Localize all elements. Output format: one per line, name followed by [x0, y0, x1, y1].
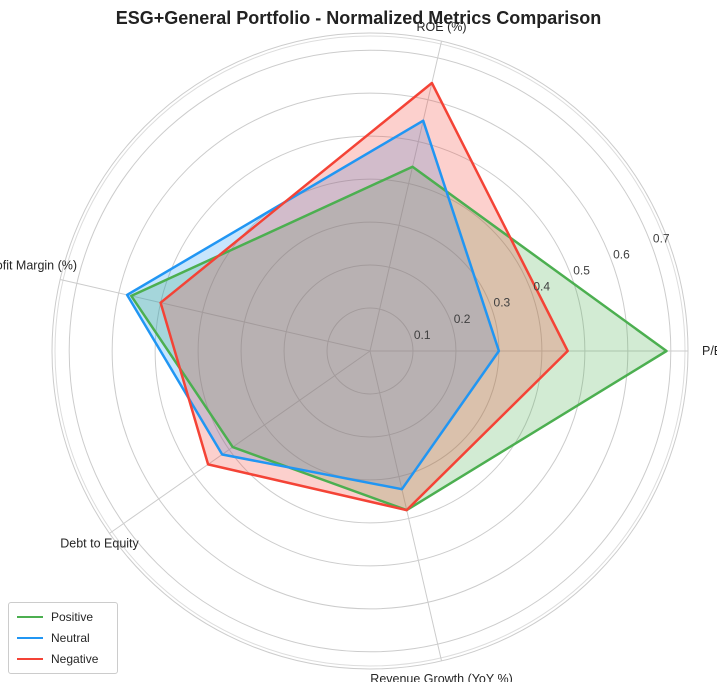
r-tick-label: 0.4	[533, 280, 550, 294]
legend-item-neutral: Neutral	[17, 628, 90, 648]
axis-label-revenue-growth-yoy: Revenue Growth (YoY %)	[370, 672, 512, 682]
legend-swatch-positive	[17, 616, 43, 618]
legend-swatch-neutral	[17, 637, 43, 639]
series-fill-neutral	[127, 120, 499, 490]
axis-label-debt-to-equity: Debt to Equity	[60, 536, 139, 550]
series-line-negative	[159, 81, 569, 512]
legend-label-negative: Negative	[51, 652, 99, 666]
grid-layer	[51, 32, 689, 670]
spoke-profit-margin	[60, 278, 371, 352]
spoke-roe	[369, 41, 443, 352]
r-tick-label: 0.7	[653, 231, 670, 245]
spoke-revenue-growth-yoy	[369, 350, 443, 661]
legend: Positive Neutral Negative	[8, 602, 118, 674]
chart-title: ESG+General Portfolio - Normalized Metri…	[115, 8, 602, 28]
r-tick-label: 0.1	[414, 328, 431, 342]
r-tick-label: 0.6	[613, 247, 630, 261]
axis-label-profit-margin: Profit Margin (%)	[0, 258, 77, 272]
series-fill-negative	[160, 83, 568, 511]
r-tick-label: 0.2	[454, 312, 471, 326]
series-fill-positive	[131, 166, 667, 511]
legend-label-neutral: Neutral	[51, 631, 90, 645]
legend-item-positive: Positive	[17, 607, 93, 627]
legend-swatch-negative	[17, 658, 43, 660]
legend-item-negative: Negative	[17, 649, 98, 669]
axis-label-roe: ROE (%)	[417, 20, 467, 34]
r-tick-label: 0.3	[494, 296, 511, 310]
series-layer	[125, 81, 668, 512]
axis-label-p-e: P/E	[702, 344, 717, 358]
r-tick-label: 0.5	[573, 264, 590, 278]
legend-label-positive: Positive	[51, 610, 94, 624]
series-line-neutral	[125, 119, 501, 491]
label-layer: 0.1 0.2 0.3 0.4 0.5 0.6 0.7 P/E ROE (%) Profit Ma…	[0, 20, 717, 682]
spoke-debt-to-equity	[109, 350, 371, 534]
